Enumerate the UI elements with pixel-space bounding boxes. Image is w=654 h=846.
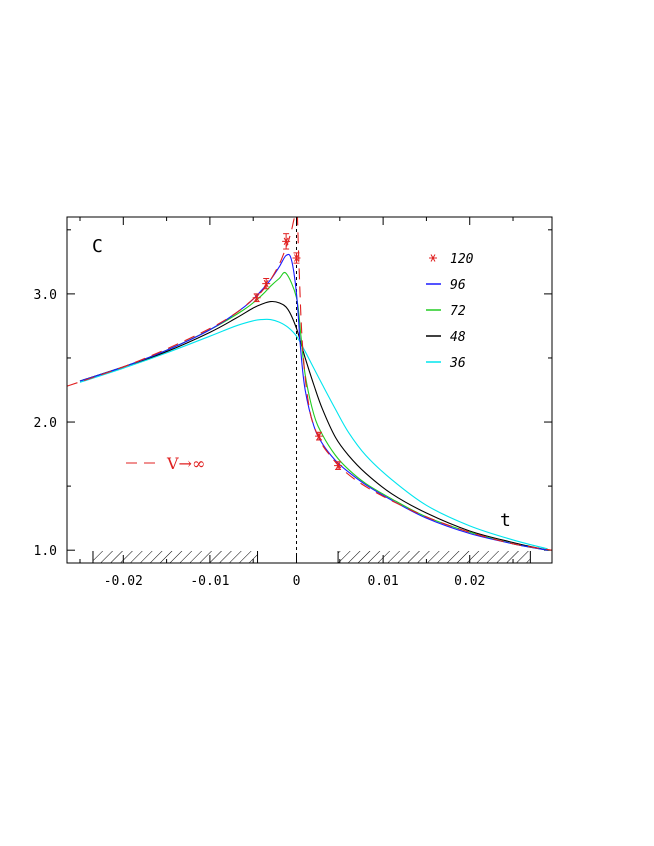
- asterisk-stroke: [316, 432, 322, 440]
- asterisk-stroke: [283, 237, 289, 246]
- series-line-48: [79, 300, 548, 551]
- x-tick-label: -0.02: [104, 574, 143, 589]
- legend-item-120: 120: [429, 252, 474, 267]
- legend-item-72: 72: [426, 304, 466, 319]
- asterisk-stroke: [294, 254, 299, 262]
- asterisk-stroke: [263, 279, 269, 288]
- series-line-72: [79, 271, 548, 551]
- x-tick-labels: -0.02 -0.01 0 0.01 0.02: [104, 574, 486, 589]
- legend-item-96: 96: [426, 278, 466, 293]
- y-axis-label: C: [92, 236, 103, 257]
- x-tick-label: 0.01: [367, 574, 398, 589]
- series-line-36: [79, 318, 548, 550]
- data-points-120: [252, 233, 343, 470]
- x-tick-label: -0.01: [190, 574, 229, 589]
- data-point-120: [315, 431, 324, 441]
- legend: 120 96 72 48 36: [426, 252, 474, 371]
- data-point-120: [262, 278, 271, 290]
- hatched-range-1: [338, 551, 531, 563]
- series-line-96: [79, 253, 548, 551]
- legend-item-48: 48: [426, 330, 466, 345]
- legend-label: 96: [450, 278, 466, 293]
- asterisk-stroke: [430, 254, 436, 262]
- y-tick-label: 2.0: [34, 416, 57, 431]
- data-point-120: [252, 293, 261, 303]
- x-tick-label: 0.02: [454, 574, 485, 589]
- legend-label: 120: [450, 252, 474, 267]
- plot-frame: [66, 216, 553, 564]
- legend-label: 48: [450, 330, 466, 345]
- legend-label: 36: [449, 356, 466, 371]
- asterisk-stroke: [254, 294, 260, 302]
- asterisk-stroke: [335, 461, 341, 470]
- data-point-120: [282, 233, 291, 250]
- x-tick-label: 0: [293, 574, 301, 589]
- hatched-range-0: [92, 551, 258, 563]
- data-point-120: [334, 461, 343, 470]
- x-axis-label: t: [500, 510, 511, 531]
- series-lines: [67, 217, 552, 551]
- y-tick-label: 1.0: [34, 544, 57, 559]
- vinf-annotation: V→∞: [126, 454, 205, 473]
- legend-label: 72: [450, 304, 466, 319]
- axis-ticks: [67, 217, 552, 563]
- vinf-label: V→∞: [166, 454, 205, 473]
- legend-item-36: 36: [426, 356, 466, 371]
- y-tick-labels: 1.0 2.0 3.0: [34, 288, 57, 559]
- series-line-v-infinity-right: [296, 217, 552, 551]
- hatched-ranges: [92, 551, 531, 563]
- y-tick-label: 3.0: [34, 288, 57, 303]
- data-point-120: [292, 252, 301, 264]
